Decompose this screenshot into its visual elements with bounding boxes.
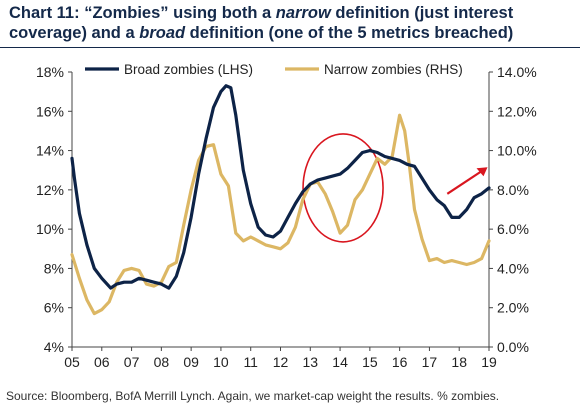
x-tick-label: 14 bbox=[332, 354, 348, 370]
series-lines bbox=[70, 84, 491, 316]
legend-label-broad: Broad zombies (LHS) bbox=[124, 62, 253, 77]
right-tick-label: 2.0% bbox=[497, 300, 529, 316]
annotations bbox=[302, 133, 488, 243]
source-note: Source: Bloomberg, BofA Merrill Lynch. A… bbox=[6, 389, 500, 403]
title-divider bbox=[0, 47, 580, 48]
right-tick-label: 14.0% bbox=[497, 64, 537, 80]
axes: 4% 6% 8% 10% 12% 14% 16% 18% 0.0% 2.0% 4.0% 6.0% 8.0… bbox=[36, 64, 537, 370]
left-tick-label: 12% bbox=[36, 182, 64, 198]
narrow-zombies-line bbox=[70, 113, 491, 316]
broad-zombies-line bbox=[70, 84, 491, 290]
x-tick-label: 12 bbox=[273, 354, 289, 370]
left-tick-label: 6% bbox=[44, 300, 64, 316]
left-tick-label: 14% bbox=[36, 143, 64, 159]
x-tick-label: 06 bbox=[94, 354, 110, 370]
left-tick-label: 8% bbox=[44, 260, 64, 276]
x-tick-label: 18 bbox=[451, 354, 467, 370]
x-tick-label: 13 bbox=[302, 354, 318, 370]
legend: Broad zombies (LHS) Narrow zombies (RHS) bbox=[85, 62, 463, 77]
left-tick-label: 4% bbox=[44, 339, 64, 355]
title-part-broad: broad bbox=[139, 24, 186, 42]
x-tick-label: 05 bbox=[64, 354, 80, 370]
right-tick-label: 6.0% bbox=[497, 221, 529, 237]
legend-label-narrow: Narrow zombies (RHS) bbox=[324, 62, 463, 77]
trend-arrow-head bbox=[476, 167, 488, 177]
left-tick-label: 18% bbox=[36, 64, 64, 80]
title-part-narrow: narrow bbox=[275, 4, 331, 22]
x-tick-label: 08 bbox=[154, 354, 170, 370]
right-tick-label: 0.0% bbox=[497, 339, 529, 355]
trend-arrow-shaft bbox=[446, 167, 487, 195]
title-part-3: definition (just interest coverage) and … bbox=[9, 4, 514, 42]
title-part-1: Chart 11: “Zombies” using both a bbox=[9, 4, 276, 22]
x-tick-label: 09 bbox=[183, 354, 199, 370]
x-tick-label: 19 bbox=[481, 354, 497, 370]
right-tick-label: 12.0% bbox=[497, 103, 537, 119]
x-tick-label: 07 bbox=[124, 354, 140, 370]
x-tick-label: 11 bbox=[243, 354, 258, 370]
right-tick-label: 10.0% bbox=[497, 143, 537, 159]
x-tick-label: 15 bbox=[362, 354, 378, 370]
right-tick-label: 4.0% bbox=[497, 260, 529, 276]
highlight-circle bbox=[302, 133, 384, 243]
title-part-5: definition (one of the 5 metrics breache… bbox=[185, 24, 514, 42]
x-tick-label: 17 bbox=[422, 354, 438, 370]
right-tick-label: 8.0% bbox=[497, 182, 529, 198]
x-tick-label: 16 bbox=[392, 354, 408, 370]
left-tick-label: 16% bbox=[36, 103, 64, 119]
x-tick-label: 10 bbox=[213, 354, 229, 370]
left-tick-label: 10% bbox=[36, 221, 64, 237]
chart-title: Chart 11: “Zombies” using both a narrow … bbox=[9, 3, 575, 43]
